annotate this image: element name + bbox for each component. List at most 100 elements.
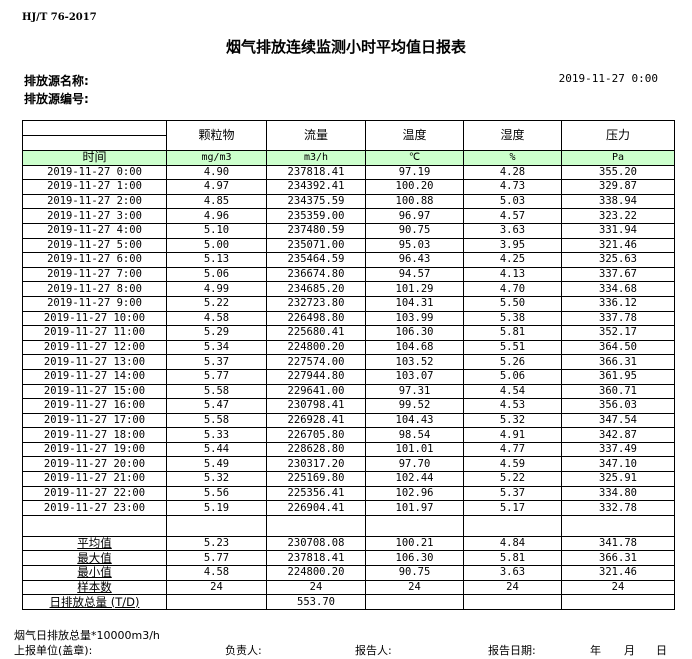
value-cell: 225356.41	[266, 485, 366, 502]
value-cell: 5.13	[166, 252, 267, 268]
unit-row: 时间 mg/m3 m3/h ℃ % Pa	[22, 150, 675, 166]
value-cell: 5.10	[166, 222, 267, 239]
reporting-unit-label: 上报单位(盖章):	[14, 644, 93, 657]
value-cell: 225169.80	[266, 471, 366, 487]
value-cell	[463, 514, 562, 537]
value-cell: 237480.59	[266, 222, 366, 239]
time-cell: 2019-11-27 1:00	[22, 179, 167, 195]
value-cell: 321.46	[561, 237, 675, 254]
empty-row	[22, 514, 675, 537]
time-cell: 2019-11-27 21:00	[22, 471, 167, 487]
value-cell: 103.52	[365, 354, 464, 370]
value-cell: 226705.80	[266, 427, 366, 443]
header-row: 颗粒物 流量 温度 湿度 压力	[22, 120, 675, 151]
time-cell: 2019-11-27 17:00	[22, 412, 167, 429]
value-cell: 4.57	[463, 208, 562, 224]
column-header: 颗粒物	[166, 120, 267, 151]
value-cell: 103.07	[365, 368, 464, 385]
value-cell: 5.29	[166, 325, 267, 341]
time-cell: 2019-11-27 5:00	[22, 237, 167, 254]
table-row: 2019-11-27 15:00 5.58 229641.00 97.31 4.54 36…	[22, 383, 675, 400]
time-cell: 2019-11-27 11:00	[22, 325, 167, 341]
value-cell: 24	[266, 579, 366, 596]
value-cell: 90.75	[365, 565, 464, 581]
year-label: 年	[590, 644, 601, 657]
value-cell: 94.57	[365, 266, 464, 283]
source-number-label: 排放源编号:	[24, 92, 89, 106]
value-cell	[365, 514, 464, 537]
value-cell: 101.97	[365, 500, 464, 516]
value-cell: 5.32	[463, 412, 562, 429]
value-cell: 356.03	[561, 398, 675, 414]
table-row: 2019-11-27 17:00 5.58 226928.41 104.43 5.32 3…	[22, 412, 675, 429]
time-cell: 2019-11-27 8:00	[22, 281, 167, 297]
table-row: 2019-11-27 2:00 4.85 234375.59 100.88 5.03 33…	[22, 193, 675, 210]
time-cell: 2019-11-27 0:00	[22, 164, 167, 181]
value-cell: 361.95	[561, 368, 675, 385]
value-cell: 337.67	[561, 266, 675, 283]
value-cell: 101.29	[365, 281, 464, 297]
value-cell: 341.78	[561, 535, 675, 552]
table-row: 2019-11-27 16:00 5.47 230798.41 99.52 4.53 35…	[22, 398, 675, 414]
value-cell: 235464.59	[266, 252, 366, 268]
value-cell: 96.43	[365, 252, 464, 268]
value-cell: 332.78	[561, 500, 675, 516]
value-cell: 347.54	[561, 412, 675, 429]
value-cell	[561, 514, 675, 537]
unit-cell: Pa	[561, 150, 675, 166]
value-cell: 237818.41	[266, 164, 366, 181]
value-cell	[166, 594, 267, 610]
table-row: 2019-11-27 7:00 5.06 236674.80 94.57 4.13 337…	[22, 266, 675, 283]
value-cell: 225680.41	[266, 325, 366, 341]
value-cell: 226928.41	[266, 412, 366, 429]
value-cell: 236674.80	[266, 266, 366, 283]
value-cell: 24	[561, 579, 675, 596]
value-cell: 364.50	[561, 339, 675, 356]
value-cell	[561, 594, 675, 610]
value-cell: 97.19	[365, 164, 464, 181]
source-name-label: 排放源名称:	[24, 74, 89, 88]
table-row: 2019-11-27 0:00 4.90 237818.41 97.19 4.28 355…	[22, 164, 675, 181]
value-cell: 5.81	[463, 550, 562, 567]
value-cell: 336.12	[561, 295, 675, 312]
value-cell: 5.47	[166, 398, 267, 414]
value-cell: 4.99	[166, 281, 267, 297]
value-cell: 323.22	[561, 208, 675, 224]
table-row: 2019-11-27 23:00 5.19 226904.41 101.97 5.17 3…	[22, 500, 675, 516]
value-cell: 24	[166, 579, 267, 596]
column-header: 湿度	[463, 120, 562, 151]
column-header: 流量	[266, 120, 366, 151]
unit-cell: ℃	[365, 150, 464, 166]
value-cell: 331.94	[561, 222, 675, 239]
time-cell	[22, 514, 167, 537]
value-cell: 102.44	[365, 471, 464, 487]
reporter-label: 报告人:	[355, 644, 392, 657]
value-cell: 329.87	[561, 179, 675, 195]
value-cell: 5.33	[166, 427, 267, 443]
time-cell: 2019-11-27 9:00	[22, 295, 167, 312]
value-cell: 96.97	[365, 208, 464, 224]
column-header: 温度	[365, 120, 464, 151]
value-cell: 5.44	[166, 441, 267, 458]
value-cell: 102.96	[365, 485, 464, 502]
value-cell: 4.53	[463, 398, 562, 414]
value-cell: 104.31	[365, 295, 464, 312]
value-cell: 5.81	[463, 325, 562, 341]
value-cell: 337.78	[561, 310, 675, 327]
value-cell: 4.59	[463, 456, 562, 473]
table-row: 2019-11-27 20:00 5.49 230317.20 97.70 4.59 34…	[22, 456, 675, 473]
value-cell: 234375.59	[266, 193, 366, 210]
stat-row: 最大值 5.77 237818.41 106.30 5.81 366.31	[22, 550, 675, 567]
value-cell: 4.58	[166, 565, 267, 581]
time-cell: 2019-11-27 3:00	[22, 208, 167, 224]
unit-cell: mg/m3	[166, 150, 267, 166]
stat-label: 样本数	[22, 579, 167, 596]
time-cell: 2019-11-27 6:00	[22, 252, 167, 268]
time-cell: 2019-11-27 7:00	[22, 266, 167, 283]
value-cell: 104.68	[365, 339, 464, 356]
value-cell: 325.91	[561, 471, 675, 487]
value-cell: 3.63	[463, 565, 562, 581]
unit-cell: m3/h	[266, 150, 366, 166]
time-cell: 2019-11-27 12:00	[22, 339, 167, 356]
stat-row: 最小值 4.58 224800.20 90.75 3.63 321.46	[22, 565, 675, 581]
